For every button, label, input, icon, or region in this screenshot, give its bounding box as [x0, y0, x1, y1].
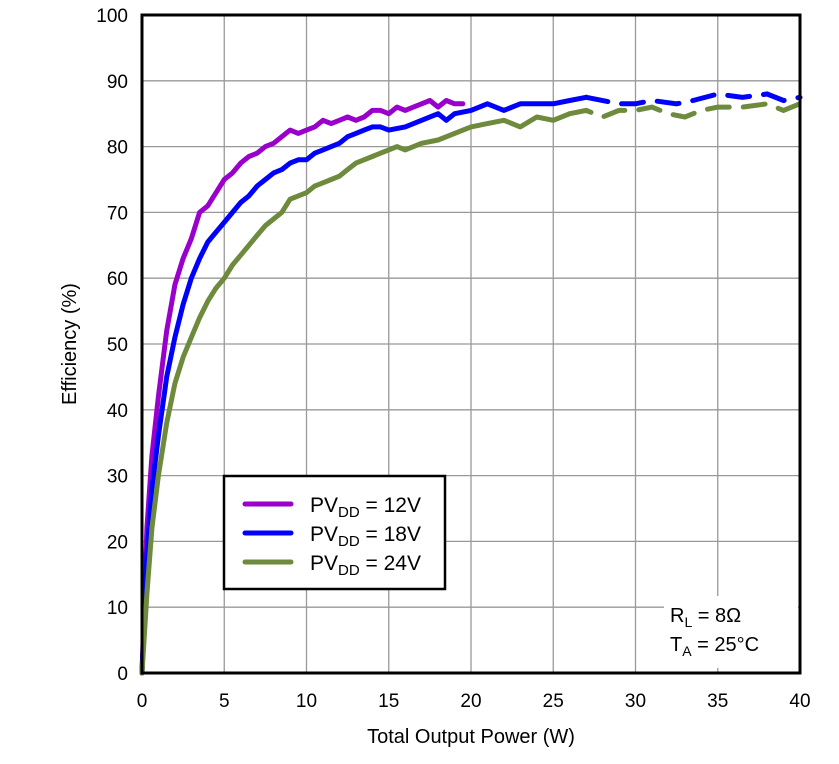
y-tick-label: 60: [107, 269, 128, 290]
series-line-dashed-2: [567, 101, 803, 120]
legend-label: PVDD = 18V: [310, 523, 421, 550]
legend-label: PVDD = 24V: [310, 552, 421, 579]
data-series: [139, 91, 803, 676]
series-line-0: [139, 98, 466, 676]
x-tick-label: 0: [137, 691, 148, 712]
x-tick-label: 35: [707, 691, 728, 712]
series-line-2: [139, 111, 573, 676]
y-tick-label: 10: [107, 598, 128, 619]
y-tick-label: 90: [107, 72, 128, 93]
y-tick-label: 20: [107, 532, 128, 553]
y-tick-label: 50: [107, 335, 128, 356]
series-line-dashed-1: [583, 91, 803, 107]
y-tick-label: 30: [107, 467, 128, 488]
annotation-background: [664, 596, 798, 668]
y-tick-label: 40: [107, 401, 128, 422]
x-tick-label: 30: [625, 691, 646, 712]
x-axis-label: Total Output Power (W): [367, 726, 575, 748]
x-tick-label: 15: [378, 691, 399, 712]
annotation-line: RL = 8Ω: [670, 605, 741, 630]
y-tick-label: 0: [117, 664, 128, 685]
y-axis-ticks: 0 10 20 30 40 50 60 70 80 90 100: [96, 6, 128, 685]
x-tick-label: 5: [219, 691, 230, 712]
x-tick-label: 40: [789, 691, 810, 712]
y-tick-label: 80: [107, 138, 128, 159]
y-tick-label: 70: [107, 203, 128, 224]
y-axis-label: Efficiency (%): [59, 283, 81, 405]
conditions-annotation: RL = 8Ω TA = 25°C: [664, 596, 798, 668]
legend-label: PVDD = 12V: [310, 494, 421, 521]
annotation-line: TA = 25°C: [670, 634, 759, 659]
x-tick-label: 25: [543, 691, 564, 712]
x-axis-ticks: 0 5 10 15 20 25 30 35 40: [137, 691, 811, 712]
y-tick-label: 100: [96, 6, 128, 27]
x-tick-label: 10: [296, 691, 317, 712]
plot-frame: [140, 13, 802, 675]
series-line-1: [139, 94, 589, 676]
x-tick-label: 20: [460, 691, 481, 712]
